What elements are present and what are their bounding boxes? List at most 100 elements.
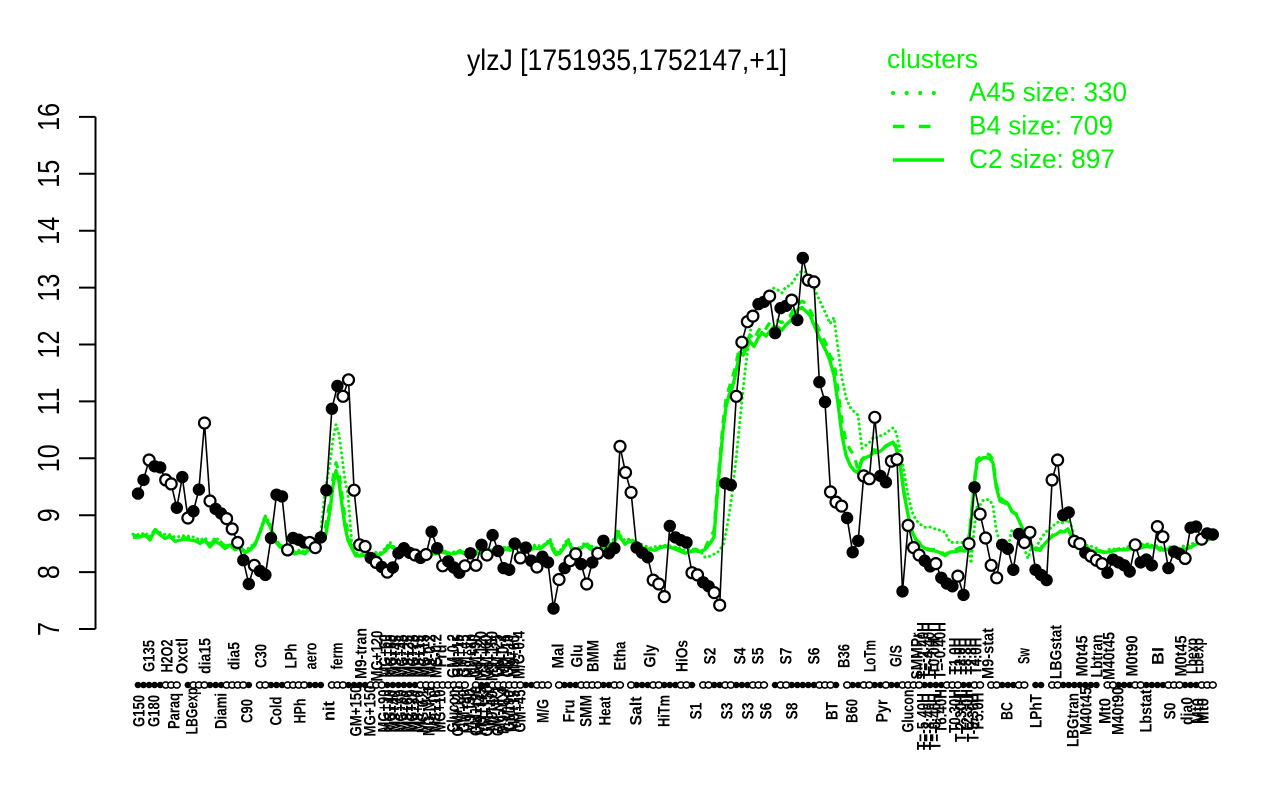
svg-text:M9-stat: M9-stat — [979, 628, 998, 679]
svg-text:S3: S3 — [739, 703, 758, 720]
svg-text:GM+60: GM+60 — [477, 635, 496, 678]
svg-text:GM+10: GM+10 — [499, 635, 518, 678]
svg-text:BMM: BMM — [584, 640, 603, 672]
svg-text:T0.30H: T0.30H — [946, 689, 965, 733]
svg-text:Glu: Glu — [568, 645, 587, 668]
svg-text:C90: C90 — [238, 699, 257, 723]
svg-text:M9t40: M9t40 — [483, 691, 502, 732]
svg-text:Lbtran: Lbtran — [1088, 635, 1107, 678]
svg-text:MG+45: MG+45 — [393, 635, 412, 678]
svg-text:Etha: Etha — [611, 641, 630, 670]
svg-text:T=-5.40H: T=-5.40H — [914, 693, 933, 750]
svg-text:MG+40: MG+40 — [381, 690, 400, 733]
svg-text:GMt90: GMt90 — [500, 690, 519, 732]
svg-text:M9+25: M9+25 — [399, 635, 418, 677]
svg-text:MG+25: MG+25 — [404, 635, 423, 678]
svg-text:9: 9 — [31, 508, 66, 522]
svg-text:SMMPr: SMMPr — [908, 632, 927, 679]
svg-text:MG+150: MG+150 — [361, 686, 380, 737]
svg-text:16: 16 — [31, 103, 66, 131]
svg-text:ferm: ferm — [328, 643, 347, 670]
svg-text:Mt0: Mt0 — [1194, 698, 1213, 724]
svg-text:nit: nit — [320, 701, 339, 721]
svg-text:Mt0: Mt0 — [1096, 698, 1115, 724]
svg-text:M0t45: M0t45 — [1073, 636, 1092, 677]
svg-text:M9+15: M9+15 — [505, 690, 524, 732]
svg-text:12: 12 — [31, 331, 66, 359]
svg-text:MG+15: MG+15 — [415, 635, 434, 678]
svg-text:S3: S3 — [718, 703, 737, 720]
svg-text:GM+150: GM+150 — [347, 686, 366, 737]
svg-text:M/G: M/G — [534, 699, 553, 723]
svg-text:Oxctl: Oxctl — [173, 638, 192, 674]
svg-text:GM+120: GM+120 — [449, 686, 468, 737]
svg-text:T=-2.40H: T=-2.40H — [914, 622, 933, 679]
svg-text:Paraq: Paraq — [165, 693, 184, 729]
svg-text:T6.40H: T6.40H — [932, 689, 951, 733]
svg-text:S5: S5 — [749, 648, 768, 665]
svg-text:Sw: Sw — [1015, 647, 1034, 664]
svg-text:clusters: clusters — [887, 44, 978, 74]
svg-text:M9+60: M9+60 — [398, 690, 417, 732]
svg-text:S1: S1 — [687, 703, 706, 720]
svg-text:T2.8H: T2.8H — [962, 638, 981, 675]
svg-text:T4.0H: T4.0H — [967, 638, 986, 675]
svg-text:B4 size: 709: B4 size: 709 — [969, 111, 1113, 141]
svg-text:BC: BC — [998, 702, 1017, 720]
svg-text:GM+90: GM+90 — [455, 690, 474, 733]
svg-text:11: 11 — [31, 387, 66, 415]
svg-text:GM-NK1: GM-NK1 — [489, 686, 508, 736]
svg-text:T=-0.40H: T=-0.40H — [931, 622, 950, 679]
svg-text:H2O2: H2O2 — [158, 640, 177, 673]
svg-text:M9-t90: M9-t90 — [461, 689, 480, 734]
svg-text:T-2.30H: T-2.30H — [952, 693, 971, 742]
svg-text:M9+20: M9+20 — [409, 690, 428, 732]
svg-text:G150: G150 — [130, 695, 149, 727]
svg-text:8: 8 — [31, 565, 66, 579]
svg-text:GM+150: GM+150 — [478, 686, 497, 737]
svg-text:GM+25: GM+25 — [488, 635, 507, 678]
svg-text:Fru: Fru — [560, 700, 579, 723]
svg-text:MG-NK1: MG-NK1 — [420, 686, 439, 736]
svg-text:15: 15 — [31, 160, 66, 188]
svg-text:LBGexp: LBGexp — [183, 688, 202, 735]
svg-text:G/S: G/S — [887, 645, 906, 667]
svg-text:13: 13 — [31, 274, 66, 302]
svg-text:LoTm: LoTm — [861, 640, 880, 672]
svg-text:M9+10: M9+10 — [426, 690, 445, 732]
svg-text:dia0: dia0 — [1178, 697, 1197, 725]
svg-text:Salt: Salt — [627, 696, 646, 725]
svg-text:GM+45: GM+45 — [511, 690, 530, 733]
svg-text:T0.0H: T0.0H — [925, 638, 944, 675]
svg-text:Lbexp: Lbexp — [1183, 638, 1202, 674]
svg-text:A45 size: 330: A45 size: 330 — [969, 77, 1127, 107]
svg-text:B36: B36 — [835, 644, 854, 668]
svg-text:S2: S2 — [701, 648, 720, 665]
svg-text:F5.0H: F5.0H — [969, 693, 988, 730]
svg-text:Gly: Gly — [641, 644, 660, 667]
svg-text:dia15: dia15 — [196, 638, 215, 674]
svg-text:M9+40: M9+40 — [386, 690, 405, 732]
svg-text:M9+t45: M9+t45 — [472, 687, 491, 736]
svg-text:M40t45: M40t45 — [1077, 687, 1096, 735]
svg-text:G180: G180 — [145, 695, 164, 727]
svg-text:T2.30H: T2.30H — [958, 689, 977, 733]
svg-text:Mal: Mal — [549, 644, 568, 669]
svg-text:M9+0.4: M9+0.4 — [494, 688, 513, 734]
svg-text:MG+120: MG+120 — [368, 631, 387, 682]
svg-text:M/G-0.4: M/G-0.4 — [510, 631, 529, 679]
svg-text:T=-8.40H: T=-8.40H — [920, 693, 939, 750]
svg-text:S6: S6 — [757, 703, 776, 720]
svg-text:MG+90: MG+90 — [375, 690, 394, 733]
svg-text:M9+150: M9+150 — [483, 631, 502, 681]
svg-text:C2 size: 897: C2 size: 897 — [969, 144, 1115, 174]
svg-text:M9+15: M9+15 — [410, 635, 429, 677]
svg-text:dia5: dia5 — [225, 642, 244, 670]
svg-text:S7: S7 — [777, 648, 796, 665]
svg-text:M9-tran: M9-tran — [352, 628, 371, 679]
svg-text:10: 10 — [31, 444, 66, 472]
svg-text:M9+60: M9+60 — [505, 635, 524, 677]
svg-text:M9-exp: M9-exp — [461, 634, 480, 678]
svg-text:Mt0: Mt0 — [1189, 698, 1208, 724]
svg-text:MG+60: MG+60 — [392, 690, 411, 733]
